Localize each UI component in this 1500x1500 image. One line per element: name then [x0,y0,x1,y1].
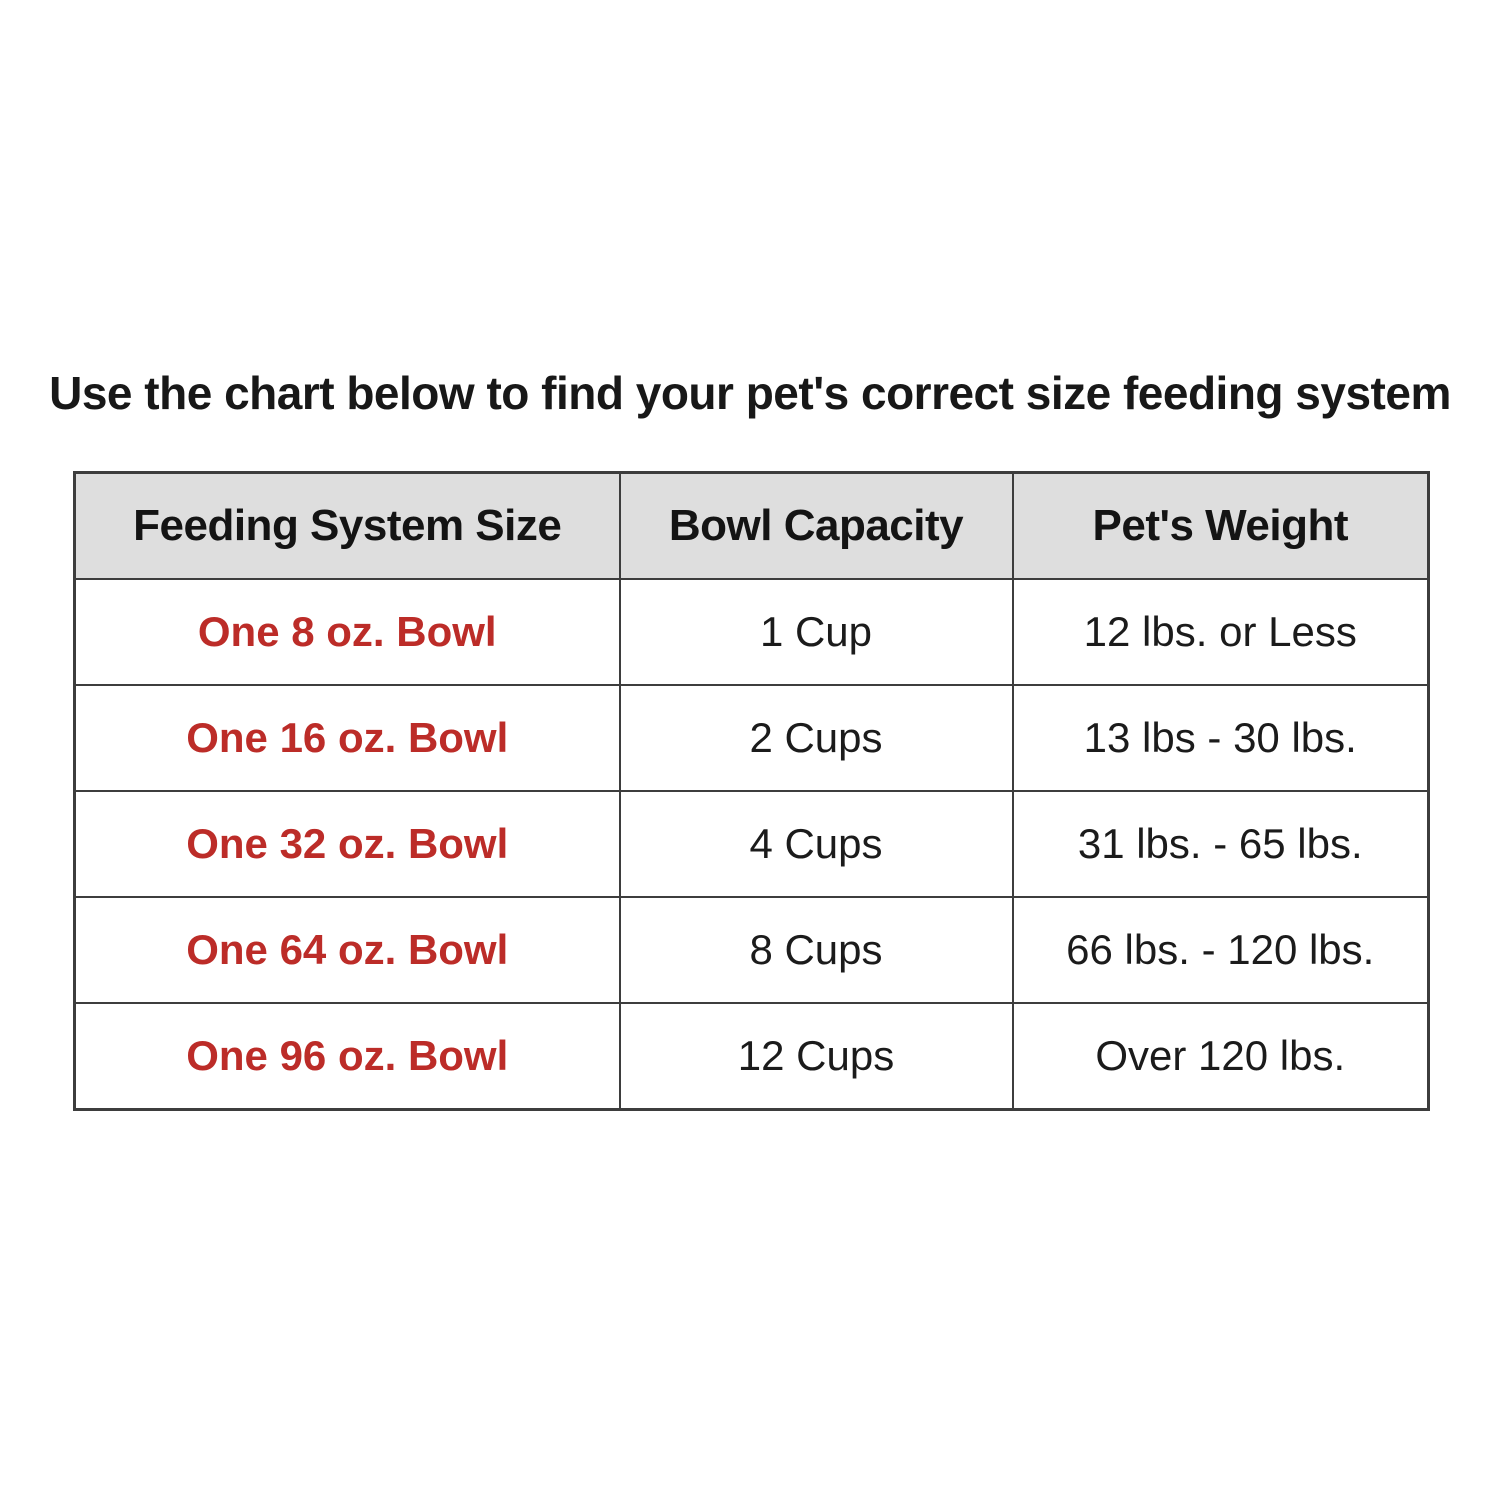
header-pets-weight: Pet's Weight [1011,471,1430,580]
cell-system-size: One 32 oz. Bowl [73,790,621,898]
header-row: Feeding System Size Bowl Capacity Pet's … [73,471,1430,580]
feeding-system-size-chart: Feeding System Size Bowl Capacity Pet's … [73,471,1430,1111]
table-row: One 16 oz. Bowl 2 Cups 13 lbs - 30 lbs. [73,684,1430,792]
table-row: One 96 oz. Bowl 12 Cups Over 120 lbs. [73,1002,1430,1111]
header-bowl-capacity: Bowl Capacity [618,471,1014,580]
table-row: One 8 oz. Bowl 1 Cup 12 lbs. or Less [73,578,1430,686]
cell-pet-weight: Over 120 lbs. [1011,1002,1430,1111]
cell-pet-weight: 13 lbs - 30 lbs. [1011,684,1430,792]
table-row: One 32 oz. Bowl 4 Cups 31 lbs. - 65 lbs. [73,790,1430,898]
table-row: One 64 oz. Bowl 8 Cups 66 lbs. - 120 lbs… [73,896,1430,1004]
cell-pet-weight: 31 lbs. - 65 lbs. [1011,790,1430,898]
cell-bowl-capacity: 8 Cups [618,896,1014,1004]
cell-system-size: One 8 oz. Bowl [73,578,621,686]
page-title: Use the chart below to find your pet's c… [49,367,1451,419]
cell-system-size: One 96 oz. Bowl [73,1002,621,1111]
cell-bowl-capacity: 12 Cups [618,1002,1014,1111]
header-feeding-system-size: Feeding System Size [73,471,621,580]
cell-bowl-capacity: 1 Cup [618,578,1014,686]
cell-pet-weight: 66 lbs. - 120 lbs. [1011,896,1430,1004]
cell-pet-weight: 12 lbs. or Less [1011,578,1430,686]
cell-bowl-capacity: 4 Cups [618,790,1014,898]
cell-system-size: One 64 oz. Bowl [73,896,621,1004]
cell-system-size: One 16 oz. Bowl [73,684,621,792]
cell-bowl-capacity: 2 Cups [618,684,1014,792]
